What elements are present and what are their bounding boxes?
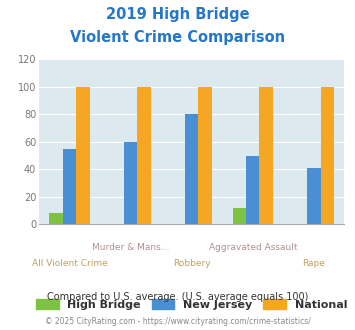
Text: All Violent Crime: All Violent Crime <box>32 259 108 268</box>
Bar <box>198 87 212 224</box>
Bar <box>233 208 246 224</box>
Legend: High Bridge, New Jersey, National: High Bridge, New Jersey, National <box>36 299 347 310</box>
Bar <box>124 142 137 224</box>
Text: 2019 High Bridge: 2019 High Bridge <box>106 7 249 21</box>
Bar <box>246 156 260 224</box>
Bar <box>321 87 334 224</box>
Bar <box>260 87 273 224</box>
Bar <box>49 214 63 224</box>
Text: Murder & Mans...: Murder & Mans... <box>92 243 169 251</box>
Text: Robbery: Robbery <box>173 259 211 268</box>
Bar <box>63 149 76 224</box>
Text: Rape: Rape <box>302 259 325 268</box>
Bar <box>307 168 321 224</box>
Text: © 2025 CityRating.com - https://www.cityrating.com/crime-statistics/: © 2025 CityRating.com - https://www.city… <box>45 317 310 326</box>
Text: Compared to U.S. average. (U.S. average equals 100): Compared to U.S. average. (U.S. average … <box>47 292 308 302</box>
Text: Aggravated Assault: Aggravated Assault <box>208 243 297 251</box>
Bar <box>185 115 198 224</box>
Text: Violent Crime Comparison: Violent Crime Comparison <box>70 30 285 45</box>
Bar <box>76 87 90 224</box>
Bar <box>137 87 151 224</box>
